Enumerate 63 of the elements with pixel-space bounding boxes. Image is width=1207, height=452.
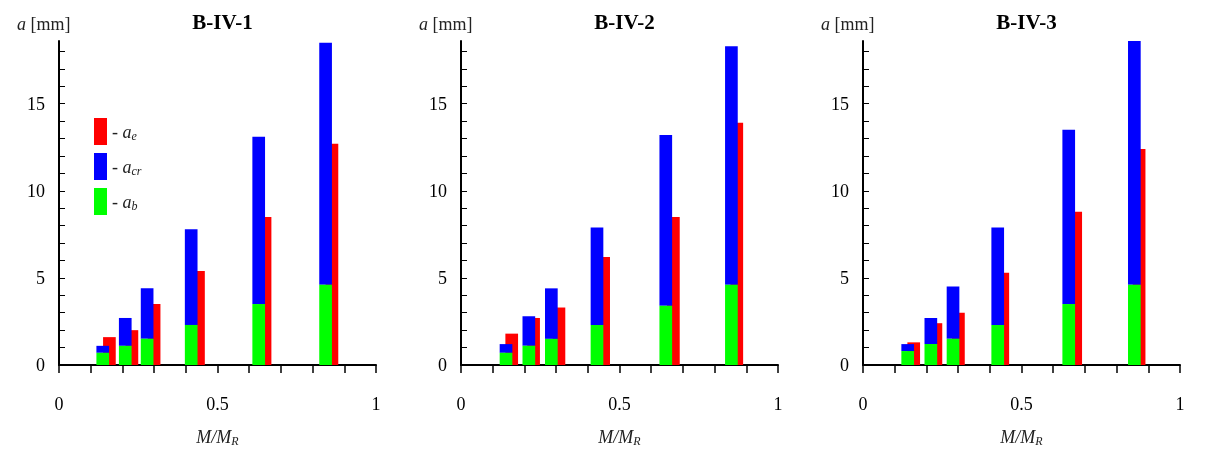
bar [184,324,198,365]
x-tick-label: 1 [371,394,381,414]
y-tick-label: 5 [840,267,849,288]
x-tick-label: 1 [773,394,783,414]
chart-title: B-IV-2 [594,9,655,34]
bar [545,288,558,339]
bar [924,344,938,365]
y-tick-label: 10 [429,180,447,201]
y-tick-label: 0 [438,355,447,375]
bar [522,316,536,346]
chart-title: B-IV-3 [996,9,1057,34]
bar [901,344,915,352]
bar [590,227,604,325]
y-tick-label: 0 [36,355,45,375]
x-tick-label: 0 [858,394,868,414]
bar [991,324,1005,365]
y-axis-title: a [mm] [419,14,473,34]
x-tick-label: 0 [456,394,466,414]
y-tick-label: 5 [438,267,447,288]
y-tick-label: 5 [36,267,45,288]
y-tick-label: 0 [840,355,849,375]
bar [96,352,110,365]
bar [319,284,332,365]
x-tick-label: 0.5 [1010,394,1033,414]
bar [252,136,266,305]
bar [725,284,738,365]
y-tick-label: 10 [831,180,849,201]
bar [1062,304,1076,365]
x-tick-label: 0.5 [608,394,631,414]
bar [1062,129,1076,305]
bar [545,338,558,365]
bar [118,345,132,365]
bar [946,286,960,339]
y-tick-label: 10 [27,180,45,201]
bar [590,324,604,365]
bar [319,42,332,285]
bar [659,305,673,365]
bar [96,345,110,353]
bar [924,317,938,345]
chart-title: B-IV-1 [192,9,253,34]
y-axis-title: a [mm] [821,14,875,34]
bar [140,338,154,365]
bar [946,338,960,365]
bar [901,351,915,365]
bar [725,46,738,285]
y-tick-label: 15 [27,93,45,114]
bar [499,344,513,353]
y-tick-label: 15 [429,93,447,114]
bar [991,227,1005,325]
bar [140,288,154,339]
bar [1128,41,1141,285]
bar [1128,284,1141,365]
y-tick-label: 15 [831,93,849,114]
y-axis-title: a [mm] [17,14,71,34]
bar [659,135,673,306]
bar [522,345,536,365]
x-tick-label: 1 [1175,394,1185,414]
x-tick-label: 0 [54,394,64,414]
bar [252,304,266,365]
bar [118,317,132,346]
x-tick-label: 0.5 [206,394,229,414]
bar [184,229,198,325]
bar [499,352,513,365]
